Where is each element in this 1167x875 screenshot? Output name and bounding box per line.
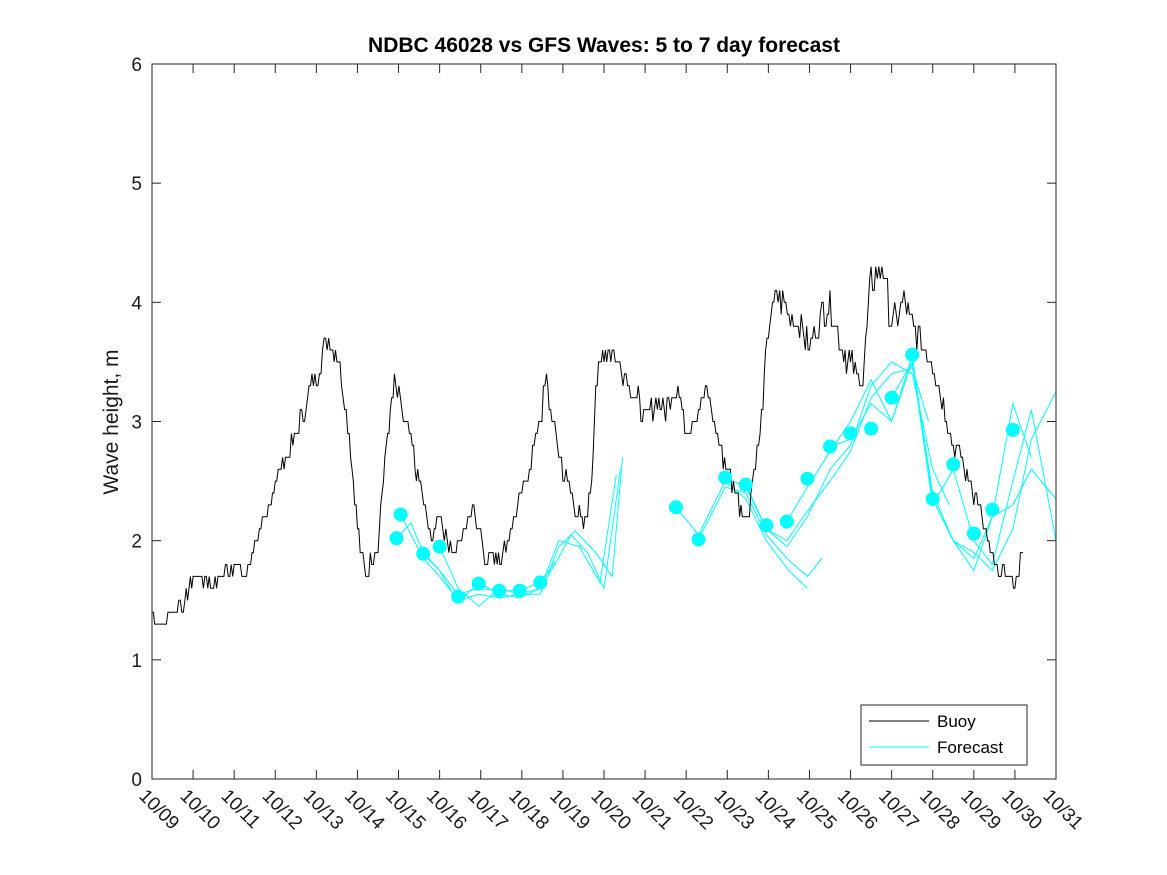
forecast-point: [393, 507, 408, 522]
forecast-point: [823, 439, 837, 454]
forecast-point: [691, 532, 706, 547]
forecast-point: [843, 426, 858, 441]
y-tick-label: 3: [131, 413, 142, 434]
legend-forecast-label: Forecast: [937, 738, 1003, 757]
forecast-point: [471, 576, 486, 591]
forecast-point: [533, 575, 548, 590]
forecast-point: [718, 470, 733, 485]
forecast-point: [800, 471, 815, 486]
chart-title: NDBC 46028 vs GFS Waves: 5 to 7 day fore…: [368, 34, 840, 57]
y-axis-label: Wave height, m: [100, 349, 123, 494]
forecast-point: [492, 583, 507, 598]
forecast-point: [451, 589, 466, 604]
y-tick-label: 5: [131, 174, 142, 195]
forecast-line: [698, 486, 823, 578]
y-tick-label: 2: [131, 532, 142, 553]
plot-background: [152, 64, 1056, 779]
legend-buoy-label: Buoy: [937, 712, 976, 731]
forecast-point: [779, 514, 794, 529]
forecast-point: [416, 546, 431, 561]
buoy-line: [152, 266, 1024, 625]
forecast-point: [864, 421, 879, 436]
y-axis: 0 1 2 3 4 5 6: [131, 55, 1056, 791]
legend: Buoy Forecast: [860, 704, 1028, 766]
forecast-point: [432, 539, 447, 554]
forecast-points: [389, 347, 1020, 604]
forecast-line: [891, 360, 1057, 566]
forecast-line: [439, 457, 623, 607]
legend-box: [860, 704, 1028, 766]
y-tick-label: 0: [131, 770, 142, 791]
forecast-point: [738, 477, 753, 492]
forecast-point: [668, 500, 683, 515]
forecast-line: [932, 391, 1057, 572]
forecast-point: [985, 502, 1000, 517]
forecast-line: [396, 521, 556, 595]
forecast-point: [966, 526, 981, 541]
buoy-series: [152, 266, 1024, 625]
forecast-point: [946, 457, 961, 472]
forecast-point: [1005, 422, 1020, 437]
y-tick-label: 1: [131, 651, 142, 672]
y-tick-label: 6: [131, 55, 142, 76]
forecast-point: [759, 518, 774, 533]
forecast-point: [905, 347, 920, 362]
y-tick-label: 4: [131, 293, 142, 314]
forecast-point: [512, 583, 527, 598]
forecast-point: [389, 531, 404, 546]
forecast-point: [884, 390, 899, 405]
forecast-line: [422, 475, 617, 604]
forecast-point: [925, 491, 940, 506]
